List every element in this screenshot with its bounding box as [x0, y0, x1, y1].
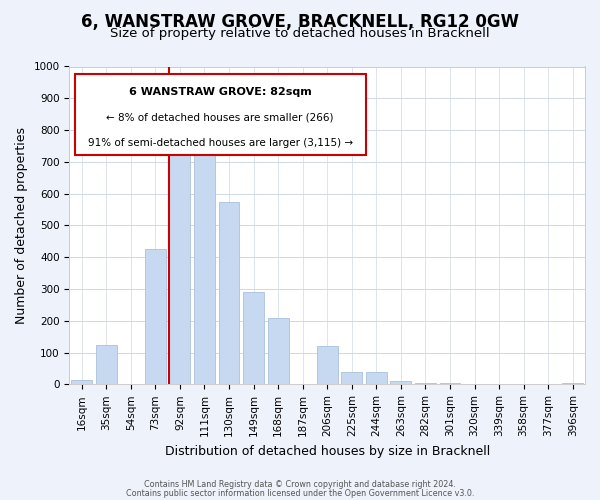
X-axis label: Distribution of detached houses by size in Bracknell: Distribution of detached houses by size … [164, 444, 490, 458]
Bar [194, 130, 215, 384]
Bar [366, 372, 387, 384]
Bar [317, 346, 338, 385]
Y-axis label: Number of detached properties: Number of detached properties [15, 127, 28, 324]
Text: Contains public sector information licensed under the Open Government Licence v3: Contains public sector information licen… [126, 488, 474, 498]
Text: Contains HM Land Registry data © Crown copyright and database right 2024.: Contains HM Land Registry data © Crown c… [144, 480, 456, 489]
Bar [218, 202, 239, 384]
Bar [243, 292, 264, 384]
Text: ← 8% of detached houses are smaller (266): ← 8% of detached houses are smaller (266… [106, 112, 334, 122]
Text: 6, WANSTRAW GROVE, BRACKNELL, RG12 0GW: 6, WANSTRAW GROVE, BRACKNELL, RG12 0GW [81, 12, 519, 30]
Bar [391, 380, 411, 384]
Bar [440, 382, 460, 384]
Bar [341, 372, 362, 384]
Bar [71, 380, 92, 384]
Text: 6 WANSTRAW GROVE: 82sqm: 6 WANSTRAW GROVE: 82sqm [129, 87, 311, 97]
Bar [96, 344, 116, 385]
Bar [562, 382, 583, 384]
Bar [268, 318, 289, 384]
Text: 91% of semi-detached houses are larger (3,115) →: 91% of semi-detached houses are larger (… [88, 138, 353, 148]
FancyBboxPatch shape [74, 74, 366, 156]
Text: Size of property relative to detached houses in Bracknell: Size of property relative to detached ho… [110, 28, 490, 40]
Bar [145, 249, 166, 384]
Bar [415, 382, 436, 384]
Bar [169, 138, 190, 384]
